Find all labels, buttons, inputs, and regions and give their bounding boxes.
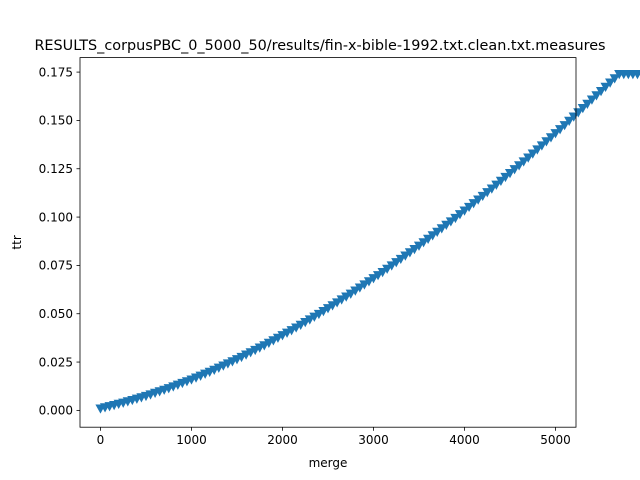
axis-ticks <box>76 71 556 431</box>
data-point <box>427 231 438 241</box>
x-tick-label: 1000 <box>176 433 207 447</box>
data-point <box>586 95 598 105</box>
chart-title: RESULTS_corpusPBC_0_5000_50/results/fin-… <box>34 38 605 54</box>
data-point <box>591 91 602 101</box>
data-point <box>600 82 611 93</box>
data-point <box>304 315 315 325</box>
data-point <box>436 224 447 234</box>
data-point <box>441 220 452 231</box>
data-point <box>291 323 302 333</box>
data-point <box>609 74 620 84</box>
data-point <box>336 295 347 305</box>
data-point <box>322 304 334 314</box>
plot-frame <box>79 57 577 428</box>
data-point <box>527 149 538 159</box>
data-point <box>554 125 566 135</box>
data-point <box>504 169 516 179</box>
data-point <box>418 238 429 248</box>
data-point <box>445 217 456 227</box>
data-point <box>332 298 343 308</box>
data-point <box>382 264 393 274</box>
data-point <box>463 202 475 213</box>
data-point <box>541 137 552 147</box>
data-point <box>582 99 593 110</box>
y-tick-label: 0.150 <box>39 114 73 128</box>
data-point <box>368 274 379 284</box>
x-tick-label: 3000 <box>358 433 389 447</box>
data-point <box>359 280 370 290</box>
y-axis-label: ttr <box>10 235 24 249</box>
y-tick-label: 0.175 <box>39 65 73 79</box>
data-point <box>309 312 320 322</box>
data-point <box>350 286 361 296</box>
x-tick-label: 2000 <box>267 433 298 447</box>
data-point <box>559 121 570 131</box>
data-point <box>363 277 375 287</box>
data-point <box>450 213 461 224</box>
data-point <box>413 241 425 251</box>
data-point <box>404 248 415 258</box>
y-tick-label: 0.025 <box>39 355 73 369</box>
data-point <box>409 244 420 255</box>
data-points <box>95 70 640 414</box>
data-point <box>482 188 493 198</box>
y-tick-label: 0.125 <box>39 162 73 176</box>
data-point <box>454 210 466 220</box>
y-tick-labels: 0.000 0.025 0.050 0.075 0.100 0.125 0.150 0.175 <box>39 65 73 417</box>
data-point <box>536 141 547 151</box>
y-tick-label: 0.050 <box>39 307 73 321</box>
x-axis-label: merge <box>309 456 348 470</box>
data-point <box>386 261 397 271</box>
data-point <box>400 251 411 261</box>
data-point <box>313 309 324 320</box>
data-point <box>354 283 365 293</box>
data-point <box>486 184 497 194</box>
data-point <box>495 176 506 186</box>
data-point <box>595 87 607 97</box>
data-point <box>395 254 406 265</box>
data-point <box>523 153 534 163</box>
data-point <box>391 258 402 268</box>
y-tick-label: 0.075 <box>39 259 73 273</box>
data-point <box>295 320 306 330</box>
data-point <box>372 271 384 281</box>
data-point <box>514 161 525 171</box>
data-point <box>377 267 388 278</box>
data-point <box>423 234 434 244</box>
x-tick-label: 4000 <box>449 433 480 447</box>
data-point <box>468 199 479 209</box>
data-point <box>545 133 557 143</box>
x-tick-labels: 0 1000 2000 3000 4000 5000 <box>97 433 571 447</box>
data-point <box>318 307 329 317</box>
data-point <box>286 326 297 336</box>
data-point <box>605 78 616 88</box>
y-tick-label: 0.000 <box>39 404 73 418</box>
data-point <box>300 318 311 328</box>
data-point <box>509 165 520 175</box>
data-point <box>500 172 511 183</box>
data-point <box>477 191 488 202</box>
data-point <box>432 227 443 237</box>
x-tick-label: 0 <box>97 433 105 447</box>
data-point <box>345 289 356 299</box>
data-point <box>550 129 561 139</box>
data-point <box>532 145 543 155</box>
data-point <box>459 206 470 216</box>
x-tick-label: 5000 <box>540 433 571 447</box>
data-point <box>491 180 502 190</box>
data-point <box>327 301 338 311</box>
data-point <box>564 116 575 127</box>
data-point <box>518 157 529 167</box>
data-point <box>577 104 588 114</box>
data-point <box>473 195 484 205</box>
y-tick-label: 0.100 <box>39 210 73 224</box>
data-point <box>341 292 352 302</box>
